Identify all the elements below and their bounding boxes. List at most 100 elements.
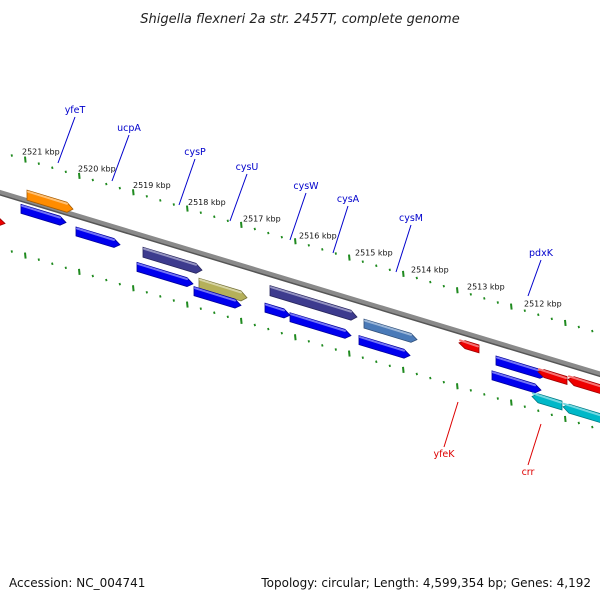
gene-label-cysM[interactable]: cysM [395, 213, 423, 273]
feature-cds-2[interactable] [20, 203, 67, 226]
major-tick [240, 221, 243, 229]
minor-tick [213, 311, 216, 315]
position-label: 2520 kbp [78, 165, 116, 174]
minor-tick [483, 393, 486, 396]
major-tick [78, 268, 81, 275]
feature-gene-15[interactable] [458, 339, 480, 354]
minor-tick [105, 182, 108, 186]
feature-cds-14[interactable] [491, 370, 542, 394]
genome-title: Shigella flexneri 2a str. 2457T, complet… [140, 12, 459, 27]
feature-highlight [143, 247, 197, 266]
feature-highlight [532, 392, 562, 404]
feature-cds-16[interactable] [537, 368, 568, 386]
minor-tick [91, 178, 94, 182]
feature-gene-8[interactable] [269, 285, 358, 321]
minor-tick [91, 274, 94, 278]
feature-cds-9[interactable] [264, 302, 291, 319]
minor-tick [307, 243, 310, 247]
feature-cds-19[interactable] [562, 402, 600, 425]
feature-body [567, 376, 600, 394]
gene-name: cysA [337, 194, 360, 205]
gene-label-cysP[interactable]: cysP [178, 147, 206, 206]
feature-gene-17[interactable] [567, 375, 600, 395]
minor-tick [118, 186, 121, 190]
major-tick [456, 287, 459, 294]
gene-label-yfeK[interactable]: yfeK [433, 401, 459, 460]
leader-line [111, 134, 130, 182]
minor-tick [415, 276, 418, 280]
minor-tick [429, 280, 432, 284]
feature-gene-11[interactable] [363, 318, 418, 343]
feature-cds-3[interactable] [75, 226, 121, 248]
genome-backbone [0, 189, 600, 378]
feature-gene-18[interactable] [531, 392, 563, 411]
feature-gene-5[interactable] [198, 277, 248, 302]
minor-tick [442, 380, 445, 384]
gene-label-ucpA[interactable]: ucpA [111, 123, 141, 182]
position-label: 2521 kbp [22, 148, 60, 157]
minor-tick [429, 376, 432, 380]
leader-line [443, 401, 459, 448]
feature-gene-1[interactable] [26, 189, 74, 213]
feature-cds-20[interactable] [0, 216, 6, 226]
major-tick [510, 399, 513, 406]
minor-tick [321, 248, 324, 251]
feature-cds-12[interactable] [358, 335, 411, 359]
major-tick [402, 366, 405, 374]
gene-labels: yfeT ucpA cysP cysU cysW cysA cysM pdxK yfeK crr [57, 105, 554, 478]
feature-highlight [496, 356, 541, 372]
feature-cds-6[interactable] [136, 261, 194, 287]
minor-tick [388, 364, 391, 368]
position-label: 2517 kbp [243, 215, 281, 224]
major-tick [240, 317, 243, 325]
gene-name: pdxK [529, 248, 554, 259]
gene-label-crr[interactable]: crr [522, 423, 542, 478]
feature-highlight [563, 402, 600, 417]
minor-tick [550, 317, 553, 321]
gene-label-cysW[interactable]: cysW [289, 181, 319, 241]
major-tick [564, 319, 567, 327]
minor-tick [145, 290, 148, 294]
minor-tick [523, 309, 526, 312]
minor-tick [577, 325, 580, 329]
major-tick [132, 285, 135, 292]
minor-tick [537, 409, 540, 413]
major-tick [294, 238, 297, 245]
gene-label-cysA[interactable]: cysA [332, 194, 360, 254]
minor-tick [334, 252, 337, 255]
minor-tick [105, 278, 108, 282]
minor-tick [537, 313, 540, 317]
feature-cds-7[interactable] [193, 286, 242, 309]
leader-line [289, 192, 307, 241]
feature-highlight [359, 336, 405, 352]
gene-name: cysW [293, 181, 319, 192]
leader-line [229, 173, 248, 222]
minor-tick [199, 307, 202, 310]
minor-tick [523, 405, 526, 408]
minor-tick [226, 219, 229, 223]
feature-cds-10[interactable] [289, 312, 352, 339]
gene-name: cysU [236, 162, 259, 173]
feature-highlight [538, 368, 567, 380]
feature-highlight [27, 190, 68, 205]
major-tick [186, 301, 189, 308]
gene-label-pdxK[interactable]: pdxK [527, 248, 554, 297]
gene-label-yfeT[interactable]: yfeT [57, 105, 85, 164]
feature-gene-4[interactable] [142, 246, 203, 274]
gene-name: yfeK [433, 449, 455, 460]
minor-tick [496, 397, 499, 400]
major-tick [564, 415, 567, 423]
minor-tick [321, 344, 324, 347]
minor-tick [496, 301, 499, 304]
position-label: 2519 kbp [133, 181, 171, 190]
minor-tick [267, 327, 270, 331]
minor-tick [172, 203, 175, 206]
position-label: 2513 kbp [467, 282, 505, 291]
leader-line [527, 423, 542, 466]
minor-tick [37, 162, 40, 165]
major-tick [132, 189, 135, 196]
major-tick [24, 156, 27, 163]
feature-highlight [568, 375, 600, 388]
gene-label-cysU[interactable]: cysU [229, 162, 259, 222]
minor-tick [145, 194, 148, 198]
